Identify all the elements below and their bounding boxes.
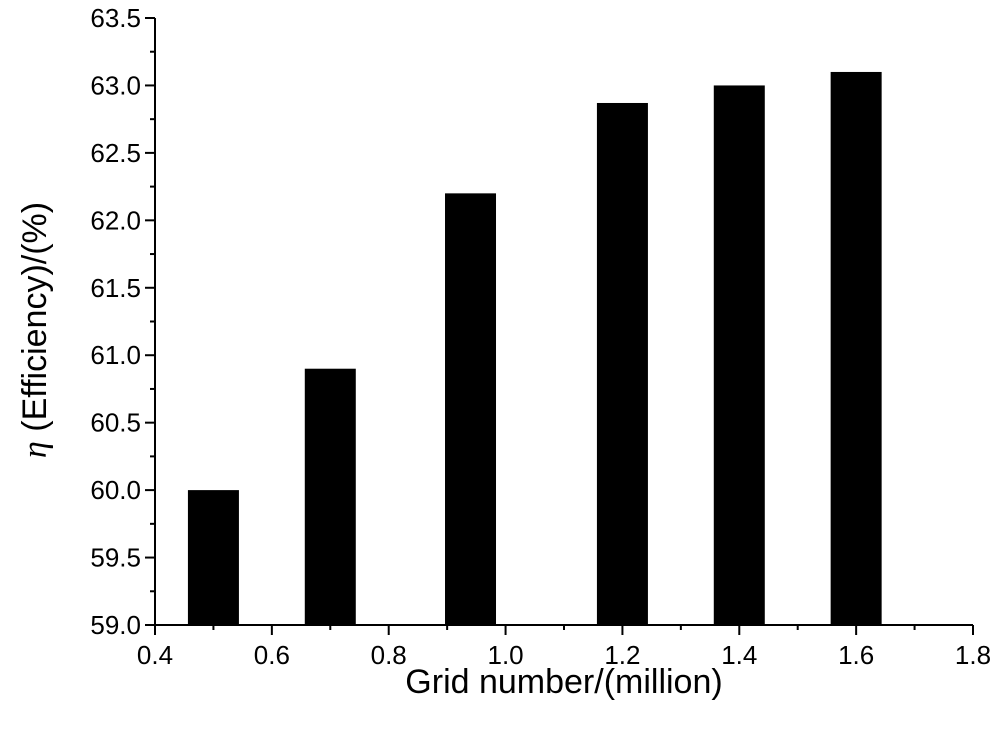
bar [830,71,882,625]
y-tick-label: 63.0 [90,70,141,100]
y-tick-label: 60.0 [90,475,141,505]
y-tick-label: 63.5 [90,3,141,33]
x-tick-label: 1.4 [721,640,757,670]
y-axis-title: η (Efficiency)/(%) [16,202,54,458]
bar [596,102,648,626]
y-ticks-group: 59.0 59.5 60.0 60.5 61.0 61.5 62.0 62.5 63.0 63.5 [90,3,155,640]
y-tick-label: 62.0 [90,205,141,235]
bar [445,193,497,625]
bar [187,490,239,625]
y-tick-label: 62.5 [90,138,141,168]
y-axis-title-symbol: η [17,441,54,458]
bars-group [187,71,882,626]
y-tick-label: 59.0 [90,610,141,640]
y-tick-label: 61.5 [90,273,141,303]
bar [713,85,765,625]
y-tick-label: 59.5 [90,543,141,573]
x-tick-label: 0.4 [137,640,173,670]
x-tick-label: 1.2 [604,640,640,670]
y-tick-label: 61.0 [90,340,141,370]
x-tick-label: 0.8 [371,640,407,670]
x-tick-label: 0.6 [254,640,290,670]
x-tick-label: 1.8 [955,640,991,670]
y-tick-label: 60.5 [90,408,141,438]
y-axis-title-text: (Efficiency)/(%) [16,202,54,441]
x-axis-title: Grid number/(million) [405,663,722,701]
x-tick-label: 1.6 [838,640,874,670]
x-tick-label: 1.0 [487,640,523,670]
x-ticks-group: 0.4 0.6 0.8 1.0 1.2 1.4 1.6 1.8 [137,625,991,670]
bar [304,368,356,625]
